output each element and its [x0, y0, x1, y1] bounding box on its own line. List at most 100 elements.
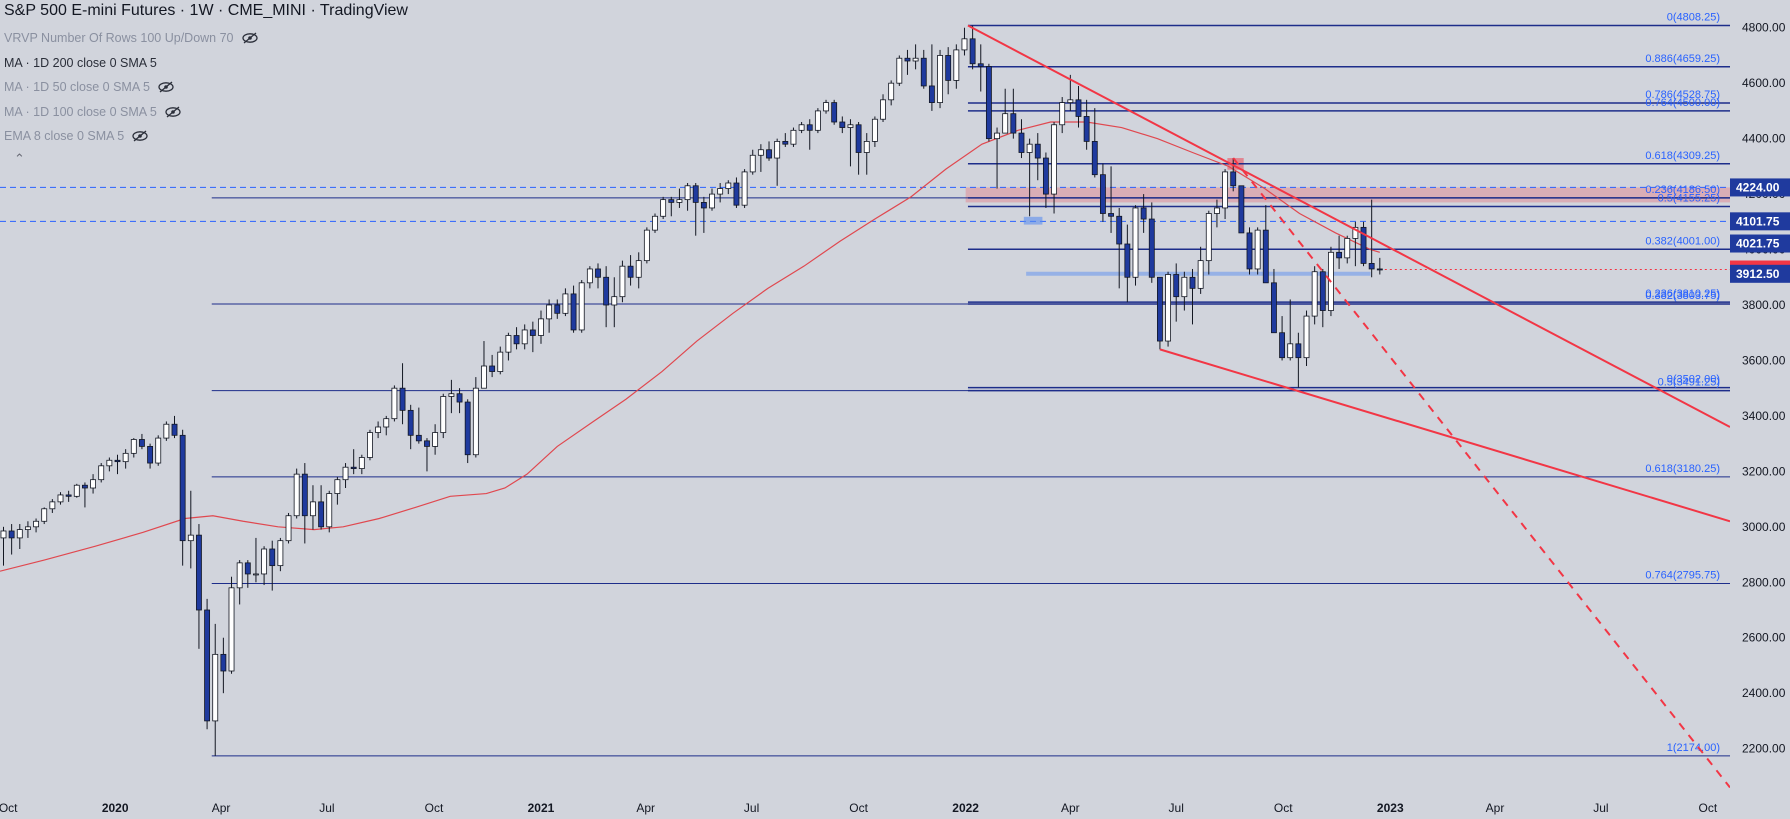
candle-body	[969, 38, 976, 65]
candle-body	[179, 434, 186, 542]
candle-body	[375, 426, 382, 433]
price-tick-label: 3000.00	[1742, 520, 1786, 534]
candle-body	[1287, 343, 1294, 359]
trendline	[1159, 348, 1731, 523]
candle-body	[65, 494, 72, 497]
candle-body	[1230, 171, 1237, 187]
indicator-label: EMA 8 close 0 SMA 5	[4, 129, 125, 143]
sma-layer	[0, 121, 1380, 572]
candle-body	[24, 526, 31, 530]
zones-layer	[965, 158, 1730, 203]
candle-body	[399, 387, 406, 411]
candle-body	[383, 418, 390, 428]
candle-body	[733, 182, 740, 206]
candle-body	[782, 141, 789, 145]
candle-body	[1205, 213, 1212, 262]
candle-body	[391, 387, 398, 420]
candle-body	[757, 149, 764, 156]
candle-body	[1360, 226, 1367, 264]
candle-body	[163, 423, 170, 439]
candle-body	[538, 318, 544, 336]
candle-body	[1303, 315, 1310, 359]
candle-body	[627, 265, 634, 278]
indicator-label: MA · 1D 200 close 0 SMA 5	[4, 55, 157, 70]
time-tick-label: Oct	[425, 801, 444, 815]
candle-body	[977, 63, 984, 67]
candle-body	[301, 473, 308, 517]
candle-body	[8, 530, 15, 539]
candle-body	[937, 55, 943, 103]
candle-body	[839, 121, 846, 128]
candle-body	[676, 199, 683, 203]
eye-hidden-icon[interactable]	[241, 32, 258, 44]
fib-label: 0.5(4155.25)	[1658, 192, 1720, 204]
support-marker	[1023, 216, 1043, 225]
candle-body	[611, 296, 618, 306]
candle-body	[244, 562, 251, 575]
fib-label: 0.236(4186.50)	[1645, 184, 1720, 196]
indicator-vrvp[interactable]: VRVP Number Of Rows 100 Up/Down 70	[4, 26, 408, 51]
price-tick-label: 3200.00	[1742, 464, 1786, 478]
candle-body	[1319, 271, 1326, 311]
price-badge	[1730, 264, 1790, 283]
candle-body	[668, 199, 675, 203]
candle-body	[1075, 99, 1082, 117]
price-tick-label: 4600.00	[1742, 76, 1786, 90]
time-tick-label: Apr	[1061, 801, 1080, 815]
candle-body	[236, 562, 243, 589]
candle-body	[228, 587, 235, 672]
candle-body	[424, 440, 430, 447]
candle-body	[57, 494, 64, 503]
fib-label: 0.5(3491.25)	[1658, 377, 1720, 389]
candle-body	[310, 501, 316, 517]
candle-body	[774, 141, 781, 159]
indicator-ma-200[interactable]: MA · 1D 200 close 0 SMA 5	[4, 51, 408, 76]
candle-body	[155, 437, 162, 464]
candle-body	[1311, 271, 1318, 317]
candle-body	[994, 132, 1000, 140]
candle-body	[1295, 343, 1302, 359]
time-tick-label: Apr	[636, 801, 655, 815]
eye-hidden-icon[interactable]	[132, 130, 148, 142]
chart-legend: S&P 500 E-mini Futures · 1W · CME_MINI ·…	[4, 2, 408, 167]
candle-body	[440, 396, 447, 433]
fib-label: 0.886(4659.25)	[1645, 53, 1720, 65]
time-tick-label: Oct	[1699, 801, 1718, 815]
candle-body	[16, 529, 23, 539]
horizontal-lines-layer	[0, 186, 1730, 757]
candle-body	[847, 124, 854, 128]
indicator-ma-50[interactable]: MA · 1D 50 close 0 SMA 5	[4, 75, 408, 100]
candles-layer	[0, 25, 1383, 756]
fib-label: 0.618(4309.25)	[1645, 150, 1720, 162]
indicator-label: MA · 1D 50 close 0 SMA 5	[4, 80, 150, 94]
fib-label: 0.786(4528.75)	[1645, 89, 1720, 101]
eye-hidden-icon[interactable]	[158, 81, 174, 93]
eye-hidden-icon[interactable]	[165, 106, 181, 118]
candle-body	[896, 57, 903, 84]
candle-body	[920, 57, 927, 87]
candle-body	[139, 439, 145, 447]
candle-body	[570, 293, 577, 331]
candle-body	[635, 260, 642, 278]
sma-line	[0, 121, 1380, 572]
time-tick-label: Apr	[212, 801, 231, 815]
fib-label: 0.382(4001.00)	[1645, 235, 1720, 247]
indicator-ema-8[interactable]: EMA 8 close 0 SMA 5	[4, 124, 408, 149]
candle-body	[253, 573, 259, 576]
candle-body	[0, 530, 7, 539]
candle-body	[1108, 213, 1114, 217]
time-tick-label: Oct	[1274, 801, 1293, 815]
candle-body	[1352, 226, 1359, 239]
fib-label: 1(2174.00)	[1667, 742, 1720, 754]
candle-body	[415, 434, 422, 442]
candle-body	[33, 520, 39, 528]
candle-body	[814, 110, 821, 131]
fib-label: 0(3502.00)	[1667, 374, 1720, 386]
candle-body	[285, 515, 292, 542]
indicator-ma-100[interactable]: MA · 1D 100 close 0 SMA 5	[4, 100, 408, 125]
collapse-legend-icon[interactable]: ⌃	[14, 150, 25, 166]
candle-body	[505, 335, 512, 353]
candle-body	[1238, 185, 1245, 234]
